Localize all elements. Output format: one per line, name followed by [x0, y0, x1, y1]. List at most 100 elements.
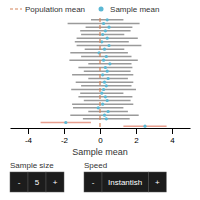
interval [72, 74, 133, 76]
x-axis: -4 -2 0 2 4 [11, 128, 191, 145]
interval [84, 100, 131, 102]
control-button[interactable]: + [148, 172, 166, 192]
sample-mean [106, 37, 109, 40]
interval [80, 30, 130, 32]
interval [81, 34, 124, 36]
x-label: Sample mean [72, 147, 128, 157]
sample-mean [64, 121, 67, 124]
tick-label: -4 [25, 136, 33, 145]
button-box[interactable] [28, 172, 46, 192]
interval [85, 48, 125, 50]
x-tick: -4 [25, 128, 33, 145]
button-label[interactable]: - [92, 178, 95, 187]
x-tick: 2 [134, 128, 139, 145]
interval [71, 89, 136, 91]
interval [77, 37, 138, 39]
tick-mark [100, 128, 101, 134]
sample-mean [104, 29, 107, 32]
interval [41, 122, 91, 124]
tick-mark [64, 128, 65, 134]
controls: Sample size - 5 + Speed - Instantish + [10, 161, 166, 192]
interval [80, 92, 123, 94]
tick-mark [172, 128, 173, 134]
interval [88, 111, 128, 113]
interval [68, 23, 140, 25]
interval [88, 78, 128, 80]
interval [86, 26, 133, 28]
legend-swatch [10, 8, 22, 9]
sample-mean [107, 26, 110, 29]
sample-mean [105, 55, 108, 58]
tick-label: 2 [134, 136, 139, 145]
legend-label: Population mean [25, 5, 85, 14]
tick-mark [28, 128, 29, 134]
sample-mean [105, 84, 108, 87]
control-button[interactable]: - [84, 172, 102, 192]
sample-mean [103, 48, 106, 51]
legend-swatch [99, 7, 104, 12]
interval [83, 118, 130, 120]
sample-mean [108, 62, 111, 65]
sample-mean [97, 106, 100, 109]
button-label[interactable]: 5 [35, 178, 40, 187]
sample-mean [104, 66, 107, 69]
sample-mean [100, 40, 103, 43]
interval [72, 103, 133, 105]
button-box[interactable] [102, 172, 148, 192]
sample-mean [100, 92, 103, 95]
x-tick: 0 [98, 128, 103, 145]
button-box[interactable] [10, 172, 28, 192]
sample-mean [101, 103, 104, 106]
button-box[interactable] [148, 172, 166, 192]
sample-mean [107, 77, 110, 80]
sample-mean [102, 88, 105, 91]
control-button[interactable]: - [10, 172, 28, 192]
sample-mean [105, 117, 108, 120]
interval [70, 114, 138, 116]
sample-mean [101, 73, 104, 76]
control-button[interactable]: Instantish [102, 172, 148, 192]
button-box[interactable] [84, 172, 102, 192]
control-button[interactable]: + [46, 172, 64, 192]
interval [91, 19, 123, 21]
interval [81, 85, 131, 87]
interval [78, 96, 132, 98]
legend: Population mean Sample mean [10, 5, 159, 14]
button-label[interactable]: Instantish [108, 178, 142, 187]
sample-mean [104, 95, 107, 98]
interval [70, 52, 128, 54]
control-label: Speed [84, 161, 107, 170]
x-tick: 4 [170, 128, 175, 145]
interval [81, 56, 131, 58]
button-box[interactable] [46, 172, 64, 192]
sample-mean [106, 70, 109, 73]
tick-label: 0 [98, 136, 103, 145]
interval [78, 67, 132, 69]
button-label[interactable]: + [53, 178, 58, 187]
interval [76, 81, 134, 83]
population-mean-line [99, 18, 100, 128]
control-button[interactable]: 5 [28, 172, 46, 192]
x-tick: -2 [61, 128, 69, 145]
interval [77, 45, 142, 47]
sample-mean [106, 99, 109, 102]
sample-mean [106, 18, 109, 21]
tick-mark [136, 128, 137, 134]
control-label: Sample size [10, 161, 54, 170]
interval [123, 125, 166, 127]
button-label[interactable]: + [155, 178, 160, 187]
plot-area [41, 18, 167, 128]
legend-label: Sample mean [110, 5, 159, 14]
tick-label: -2 [61, 136, 69, 145]
sample-mean [143, 125, 146, 128]
interval [69, 59, 137, 61]
sample-mean [102, 22, 105, 25]
sample-mean [102, 59, 105, 62]
button-label[interactable]: - [18, 178, 21, 187]
sample-mean [103, 81, 106, 84]
interval [75, 41, 129, 43]
chart: -4 -2 0 2 4 Sample mean Population mean Sample … [0, 0, 200, 200]
tick-label: 4 [170, 136, 175, 145]
interval [88, 63, 131, 65]
sample-mean [107, 110, 110, 113]
